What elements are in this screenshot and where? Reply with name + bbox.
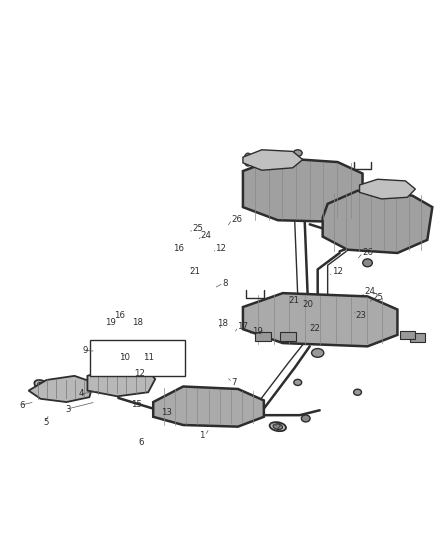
Text: 7: 7 <box>231 378 237 387</box>
Text: 6: 6 <box>19 401 25 410</box>
Ellipse shape <box>35 380 51 391</box>
Ellipse shape <box>138 357 150 365</box>
Ellipse shape <box>361 183 368 195</box>
Text: 4: 4 <box>78 390 84 399</box>
Text: 16: 16 <box>173 244 184 253</box>
Ellipse shape <box>140 348 148 353</box>
Ellipse shape <box>294 379 302 385</box>
Text: 24: 24 <box>364 287 375 296</box>
Text: 25: 25 <box>192 223 203 232</box>
Ellipse shape <box>141 359 147 363</box>
Polygon shape <box>28 376 93 402</box>
Text: 9: 9 <box>83 346 88 355</box>
Text: 1: 1 <box>199 431 205 440</box>
Ellipse shape <box>124 358 129 362</box>
FancyBboxPatch shape <box>90 340 184 376</box>
Text: 8: 8 <box>223 279 228 288</box>
Ellipse shape <box>144 368 156 376</box>
Ellipse shape <box>120 345 133 355</box>
Ellipse shape <box>311 349 324 357</box>
Text: 12: 12 <box>332 267 343 276</box>
Text: 15: 15 <box>131 400 142 409</box>
Ellipse shape <box>293 150 302 156</box>
Polygon shape <box>88 366 155 397</box>
Text: 25: 25 <box>373 294 384 302</box>
Text: 26: 26 <box>231 215 242 224</box>
Text: 16: 16 <box>114 311 125 320</box>
Ellipse shape <box>375 181 384 188</box>
Ellipse shape <box>363 259 372 266</box>
Bar <box>255 332 271 341</box>
Bar <box>399 330 415 340</box>
Ellipse shape <box>244 153 252 166</box>
Text: 17: 17 <box>237 322 248 331</box>
Ellipse shape <box>353 389 361 395</box>
Polygon shape <box>360 179 415 199</box>
Text: 2: 2 <box>276 423 281 432</box>
Text: 6: 6 <box>138 438 144 447</box>
Text: 18: 18 <box>217 319 228 328</box>
Text: 5: 5 <box>43 418 49 427</box>
Bar <box>280 332 296 341</box>
Text: 10: 10 <box>120 353 131 362</box>
Ellipse shape <box>38 382 47 389</box>
Text: 19: 19 <box>106 318 117 327</box>
Ellipse shape <box>121 357 132 364</box>
Text: 20: 20 <box>303 301 314 310</box>
Text: 26: 26 <box>362 248 373 257</box>
Polygon shape <box>243 293 397 346</box>
Text: 12: 12 <box>215 244 226 253</box>
Ellipse shape <box>270 422 286 431</box>
Text: 3: 3 <box>65 405 71 414</box>
Text: 21: 21 <box>289 296 300 305</box>
Text: 19: 19 <box>252 327 263 336</box>
Text: 24: 24 <box>201 231 212 239</box>
Ellipse shape <box>137 345 151 356</box>
Text: 22: 22 <box>310 324 321 333</box>
Text: 12: 12 <box>134 368 145 377</box>
Text: 13: 13 <box>161 408 173 417</box>
Polygon shape <box>323 191 432 253</box>
Ellipse shape <box>273 424 283 430</box>
Ellipse shape <box>123 348 130 353</box>
Polygon shape <box>243 158 363 222</box>
Text: 18: 18 <box>132 318 143 327</box>
Polygon shape <box>153 386 264 426</box>
Ellipse shape <box>301 415 310 422</box>
Bar <box>410 333 425 342</box>
Text: 11: 11 <box>143 353 154 362</box>
Text: 21: 21 <box>189 267 200 276</box>
Text: 23: 23 <box>355 311 366 320</box>
Polygon shape <box>243 150 303 170</box>
